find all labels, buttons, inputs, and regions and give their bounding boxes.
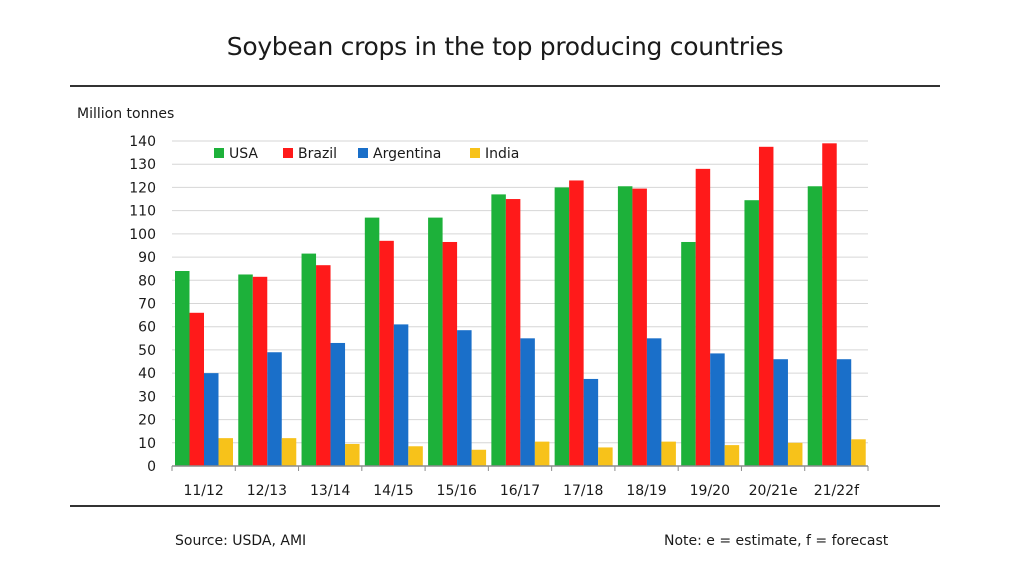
x-tick-label: 12/13 bbox=[247, 483, 287, 499]
y-axis-label: Million tonnes bbox=[77, 106, 174, 122]
x-tick-label: 17/18 bbox=[563, 483, 603, 499]
bar-usa-14/15 bbox=[364, 217, 380, 466]
bar-argentina-12/13 bbox=[267, 352, 282, 466]
bar-usa-21/22f bbox=[807, 186, 823, 466]
bar-usa-18/19 bbox=[617, 186, 633, 466]
y-tick-label: 130 bbox=[129, 157, 156, 173]
bar-brazil-12/13 bbox=[252, 276, 268, 466]
bar-argentina-16/17 bbox=[520, 338, 535, 466]
bottom-divider bbox=[70, 505, 940, 507]
bar-argentina-19/20 bbox=[710, 353, 725, 466]
chart-title: Soybean crops in the top producing count… bbox=[226, 32, 784, 61]
x-axis-labels: 11/12 12/13 13/14 14/15 15/16 16/17 17/18 18/19… bbox=[183, 483, 860, 499]
bar-usa-20/21e bbox=[744, 200, 759, 467]
x-tick-label: 13/14 bbox=[310, 483, 350, 499]
bar-argentina-13/14 bbox=[330, 342, 346, 466]
legend-swatch-argentina bbox=[358, 148, 368, 158]
bar-argentina-14/15 bbox=[393, 324, 409, 466]
bar-india-12/13 bbox=[281, 438, 297, 466]
bar-usa-13/14 bbox=[301, 253, 317, 466]
bar-argentina-17/18 bbox=[583, 378, 599, 466]
x-tick-label: 16/17 bbox=[500, 483, 540, 499]
bar-india-15/16 bbox=[471, 449, 487, 466]
bar-brazil-18/19 bbox=[632, 188, 647, 466]
bar-india-14/15 bbox=[408, 446, 423, 466]
bar-usa-11/12 bbox=[175, 271, 190, 466]
x-tick-label: 21/22f bbox=[814, 483, 860, 499]
note-text: Note: e = estimate, f = forecast bbox=[664, 533, 889, 549]
x-tick-label: 11/12 bbox=[183, 483, 223, 499]
bar-india-21/22f bbox=[851, 439, 866, 466]
bar-india-20/21e bbox=[787, 442, 803, 466]
bar-argentina-18/19 bbox=[646, 338, 662, 466]
axes bbox=[171, 465, 869, 471]
y-tick-label: 140 bbox=[129, 134, 156, 150]
y-tick-label: 50 bbox=[138, 343, 156, 359]
bar-india-13/14 bbox=[345, 443, 360, 466]
bar-brazil-11/12 bbox=[189, 312, 204, 466]
y-axis-ticks: 0 10 20 30 40 50 60 70 80 90 100 110 120 130 140 bbox=[129, 134, 156, 475]
top-divider bbox=[70, 85, 940, 87]
bar-brazil-19/20 bbox=[695, 168, 711, 466]
y-tick-label: 100 bbox=[129, 227, 156, 243]
bar-india-11/12 bbox=[218, 438, 233, 466]
bar-india-16/17 bbox=[534, 441, 550, 466]
x-tick-label: 20/21e bbox=[749, 483, 798, 499]
source-text: Source: USDA, AMI bbox=[175, 533, 307, 549]
bar-brazil-14/15 bbox=[379, 240, 394, 466]
y-tick-label: 30 bbox=[138, 389, 156, 405]
legend-swatch-brazil bbox=[283, 148, 293, 158]
bar-usa-15/16 bbox=[428, 217, 443, 466]
bar-argentina-21/22f bbox=[836, 359, 852, 466]
bar-india-17/18 bbox=[598, 447, 613, 466]
y-tick-label: 0 bbox=[147, 459, 156, 475]
y-tick-label: 80 bbox=[138, 273, 156, 289]
bar-argentina-20/21e bbox=[773, 359, 788, 466]
x-tick-label: 15/16 bbox=[437, 483, 477, 499]
x-tick-label: 18/19 bbox=[626, 483, 666, 499]
bar-brazil-16/17 bbox=[505, 199, 521, 467]
bar-india-18/19 bbox=[661, 441, 676, 466]
legend-swatch-india bbox=[470, 148, 480, 158]
x-tick-label: 14/15 bbox=[373, 483, 413, 499]
bar-usa-19/20 bbox=[681, 241, 696, 466]
y-tick-label: 40 bbox=[138, 366, 156, 382]
bar-brazil-20/21e bbox=[758, 146, 774, 466]
bar-usa-16/17 bbox=[491, 194, 506, 466]
y-tick-label: 60 bbox=[138, 320, 156, 336]
legend-label-argentina: Argentina bbox=[373, 146, 441, 162]
bar-argentina-11/12 bbox=[204, 373, 219, 466]
bar-brazil-15/16 bbox=[442, 241, 458, 466]
y-tick-label: 90 bbox=[138, 250, 156, 266]
y-tick-label: 110 bbox=[129, 204, 156, 220]
legend-label-usa: USA bbox=[229, 146, 258, 162]
y-tick-label: 10 bbox=[138, 436, 156, 452]
bar-argentina-15/16 bbox=[457, 330, 472, 466]
bars bbox=[175, 143, 866, 467]
legend-label-india: India bbox=[485, 146, 519, 162]
x-tick-label: 19/20 bbox=[690, 483, 730, 499]
bar-usa-12/13 bbox=[238, 274, 253, 466]
bar-brazil-21/22f bbox=[822, 143, 837, 467]
legend-swatch-usa bbox=[214, 148, 224, 158]
y-tick-label: 70 bbox=[138, 297, 156, 313]
y-tick-label: 120 bbox=[129, 180, 156, 196]
bar-brazil-17/18 bbox=[569, 180, 584, 466]
bar-india-19/20 bbox=[724, 445, 740, 466]
y-tick-label: 20 bbox=[138, 413, 156, 429]
legend-label-brazil: Brazil bbox=[298, 146, 337, 162]
bar-usa-17/18 bbox=[554, 187, 570, 466]
bar-brazil-13/14 bbox=[316, 265, 331, 466]
legend: USA Brazil Argentina India bbox=[214, 146, 519, 162]
